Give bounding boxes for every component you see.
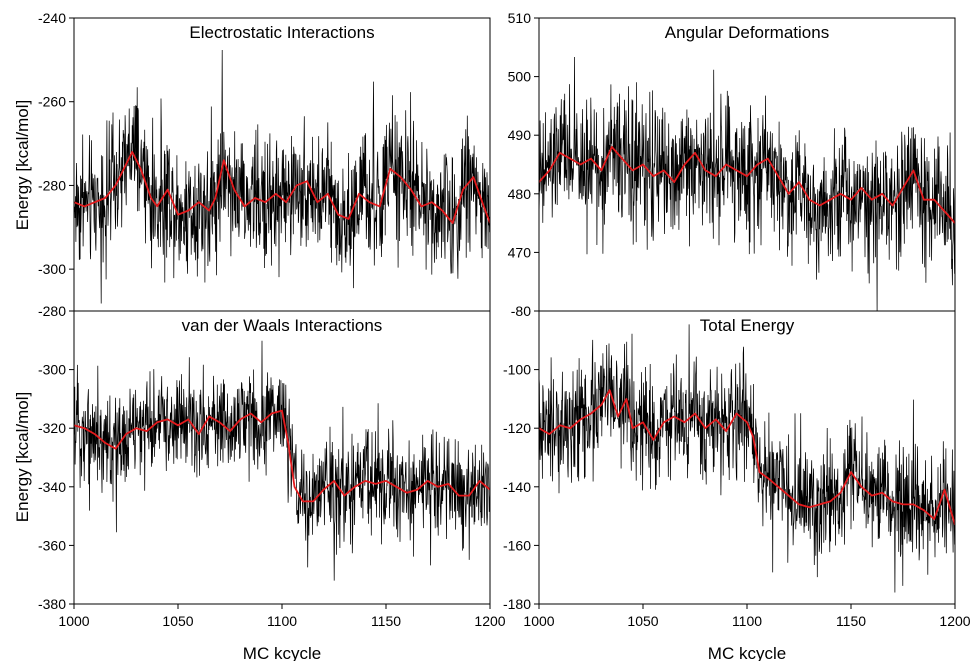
x-tick-label-total: 1050 <box>627 613 658 629</box>
raw-energy-line-vdw <box>74 340 490 581</box>
smoothed-energy-line-vdw <box>74 409 490 503</box>
y-tick-label-angular: 470 <box>508 244 532 260</box>
y-tick-label-total: -100 <box>503 362 531 378</box>
smoothed-energy-line-total <box>539 389 955 526</box>
panel-electrostatic: Electrostatic Interactions -240 -260 -280 -3… <box>38 10 491 312</box>
x-tick-label-total: 1200 <box>939 613 970 629</box>
y-tick-label-angular: 500 <box>508 69 532 85</box>
x-axis-label-right: MC kcycle <box>708 644 786 661</box>
panel-title-total: Total Energy <box>700 316 795 335</box>
x-tick-label-vdw: 1150 <box>371 613 401 629</box>
y-tick-label-total: -180 <box>503 596 531 612</box>
x-tick-label-vdw: 1000 <box>58 613 89 629</box>
y-tick-label-total: -140 <box>503 479 531 495</box>
y-tick-label-vdw: -320 <box>38 420 66 436</box>
y-tick-label-electrostatic: -240 <box>38 10 66 26</box>
raw-energy-line-total <box>539 324 955 593</box>
x-tick-label-total: 1150 <box>836 613 866 629</box>
y-tick-label-vdw: -340 <box>38 479 66 495</box>
y-tick-label-angular: 510 <box>508 10 532 26</box>
x-tick-label-total: 1000 <box>523 613 554 629</box>
raw-energy-line-electrostatic <box>74 49 490 304</box>
plot-frame-vdw <box>73 310 491 605</box>
y-tick-label-vdw: -380 <box>38 596 66 612</box>
panel-angular: Angular Deformations 510 500 490 480 470 <box>508 10 956 312</box>
x-axis-label-left: MC kcycle <box>243 644 321 661</box>
y-axis-label-bottom: Energy [kcal/mol] <box>13 392 32 522</box>
y-axis-label-top: Energy [kcal/mol] <box>13 100 32 230</box>
smoothed-energy-line-angular <box>539 146 955 224</box>
x-tick-label-vdw: 1200 <box>474 613 505 629</box>
x-tick-label-vdw: 1100 <box>267 613 297 629</box>
panel-vdw: van der Waals Interactions -280 -300 -320 -3… <box>38 303 506 629</box>
panel-title-electrostatic: Electrostatic Interactions <box>189 23 374 42</box>
y-tick-label-angular: 480 <box>508 186 532 202</box>
smoothed-energy-line-electrostatic <box>74 151 490 224</box>
panel-title-angular: Angular Deformations <box>665 23 829 42</box>
y-tick-label-electrostatic: -260 <box>38 94 66 110</box>
y-tick-label-electrostatic: -300 <box>38 261 66 277</box>
panel-title-vdw: van der Waals Interactions <box>182 316 383 335</box>
y-tick-label-total: -120 <box>503 420 531 436</box>
raw-energy-line-angular <box>539 56 955 311</box>
x-tick-label-total: 1100 <box>732 613 762 629</box>
y-tick-label-electrostatic: -280 <box>38 177 66 193</box>
chart-panels: Electrostatic Interactions -240 -260 -280 -3… <box>38 10 971 629</box>
y-tick-label-vdw: -280 <box>38 303 66 319</box>
y-tick-label-vdw: -300 <box>38 362 66 378</box>
x-tick-label-vdw: 1050 <box>162 613 193 629</box>
y-tick-label-angular: 490 <box>508 127 532 143</box>
y-tick-label-total: -80 <box>511 303 531 319</box>
y-tick-label-vdw: -360 <box>38 537 66 553</box>
y-tick-label-total: -160 <box>503 537 531 553</box>
